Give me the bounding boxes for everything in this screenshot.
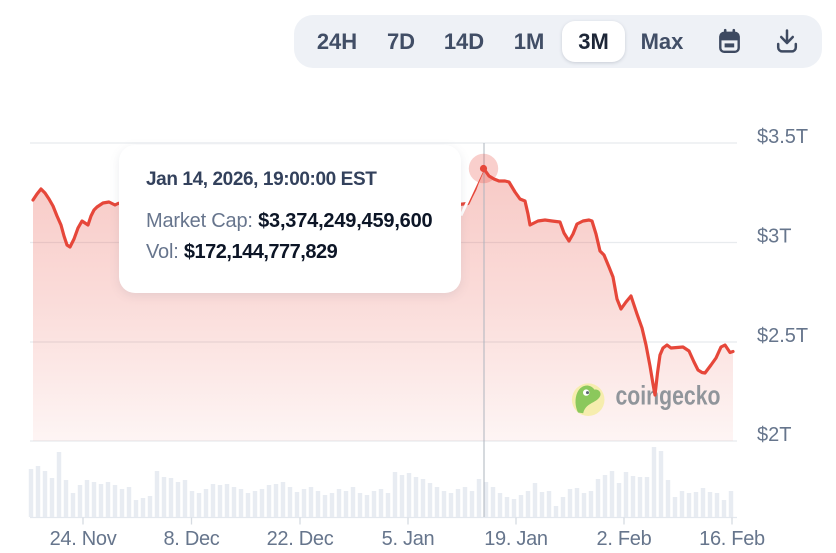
svg-text:19. Jan: 19. Jan xyxy=(484,528,548,550)
svg-text:$3.5T: $3.5T xyxy=(757,126,808,148)
svg-text:$3T: $3T xyxy=(757,226,791,248)
svg-text:16. Feb: 16. Feb xyxy=(699,528,765,550)
svg-text:2. Feb: 2. Feb xyxy=(597,528,652,550)
svg-text:24. Nov: 24. Nov xyxy=(50,528,117,550)
svg-text:8. Dec: 8. Dec xyxy=(163,528,219,550)
svg-text:coingecko: coingecko xyxy=(616,381,721,411)
svg-text:5. Jan: 5. Jan xyxy=(382,528,435,550)
svg-text:22. Dec: 22. Dec xyxy=(267,528,334,550)
svg-text:$2T: $2T xyxy=(757,424,791,446)
svg-text:$2.5T: $2.5T xyxy=(757,325,808,347)
